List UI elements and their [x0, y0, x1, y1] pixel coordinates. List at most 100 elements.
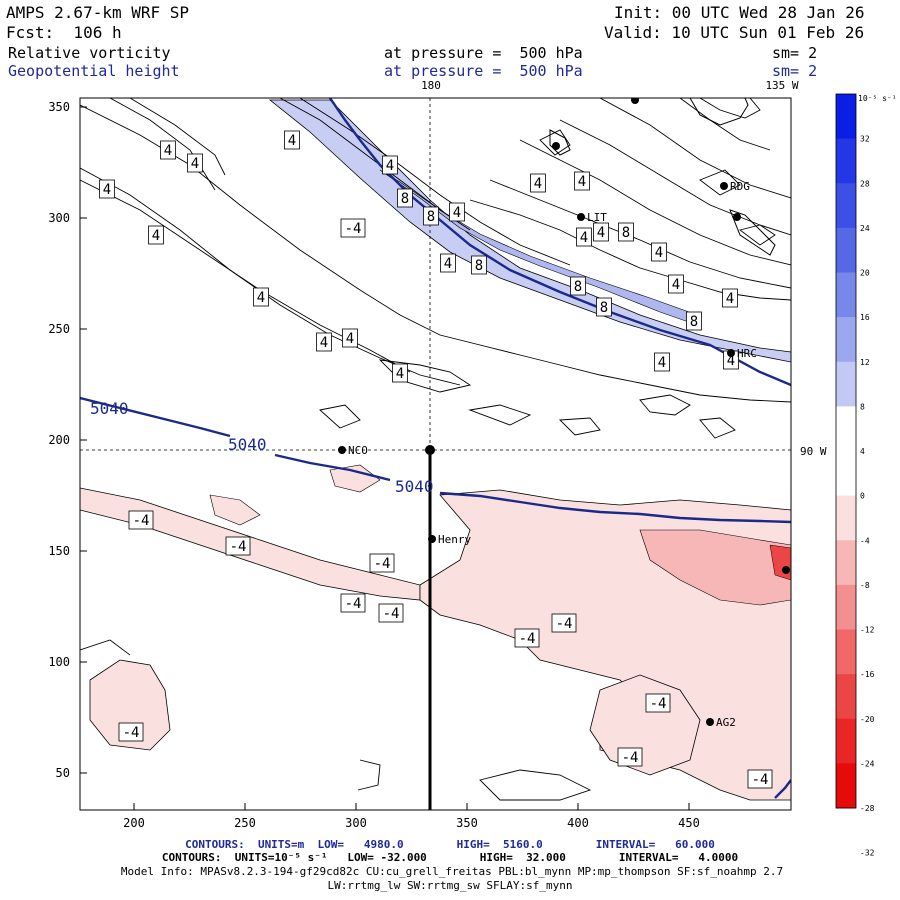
- vorticity-label: -4: [340, 218, 366, 238]
- parallel-90w-label: 90 W: [800, 445, 827, 458]
- vorticity-label: -4: [128, 510, 154, 530]
- colorbar-label: 12: [860, 358, 870, 367]
- vorticity-label: -4: [617, 747, 643, 767]
- vorticity-label-text: 8: [574, 279, 582, 295]
- vorticity-label: 8: [596, 297, 612, 317]
- vorticity-label-text: 4: [578, 174, 586, 190]
- x-tick-label: 250: [234, 816, 256, 830]
- colorbar-segment: [836, 674, 856, 720]
- vorticity-label: 4: [316, 332, 332, 352]
- vorticity-label: 4: [574, 171, 590, 191]
- vorticity-label: 4: [576, 227, 592, 247]
- station-dot: [631, 98, 639, 104]
- y-tick-label: 200: [48, 433, 70, 447]
- station-label: LIT: [587, 211, 607, 224]
- colorbar-segment: [836, 718, 856, 764]
- vorticity-label: 8: [618, 222, 634, 242]
- station-label: AG2: [716, 716, 736, 729]
- colorbar-label: 20: [860, 269, 870, 278]
- vorticity-label: 4: [593, 222, 609, 242]
- colorbar-segment: [836, 361, 856, 407]
- vorticity-label: 4: [284, 130, 300, 150]
- vorticity-label-text: -4: [230, 539, 247, 555]
- colorbar: 32 28 24 20 16 12 8 4 0 -4 -8 -12 -16 -20 -24 -28 -32: [835, 93, 875, 858]
- vorticity-label: -4: [378, 603, 404, 623]
- field1-level: at pressure = 500 hPa: [384, 44, 583, 62]
- vorticity-label-text: -4: [123, 725, 140, 741]
- colorbar-segment: [836, 629, 856, 675]
- colorbar-label: -20: [860, 715, 875, 724]
- colorbar-label: 4: [860, 447, 865, 456]
- vorticity-label: 4: [342, 328, 358, 348]
- vorticity-label-text: 4: [396, 366, 404, 382]
- station-label: NCO: [348, 444, 368, 457]
- vorticity-label-text: 8: [427, 209, 435, 225]
- height-label-center: 5040: [228, 435, 267, 454]
- vorticity-label: 4: [668, 274, 684, 294]
- vorticity-label-text: 4: [103, 182, 111, 198]
- height-contours: [80, 98, 791, 799]
- vorticity-label-text: 4: [191, 156, 199, 172]
- vorticity-label-text: -4: [752, 772, 769, 788]
- vorticity-label: -4: [645, 693, 671, 713]
- station-dot: [706, 718, 714, 726]
- vorticity-label: 8: [471, 255, 487, 275]
- vorticity-label-text: 4: [658, 355, 666, 371]
- vorticity-label: 4: [382, 155, 398, 175]
- model-physics: LW:rrtmg_lw SW:rrtmg_sw SFLAY:sf_mynn: [327, 879, 573, 892]
- station-dot: [552, 142, 560, 150]
- x-tick-label: 450: [678, 816, 700, 830]
- colorbar-label: 32: [860, 135, 870, 144]
- negative-vorticity-blob-se: [589, 674, 701, 776]
- y-tick-label: 250: [48, 322, 70, 336]
- height-label-west: 5040: [90, 399, 129, 418]
- vorticity-label: 8: [686, 311, 702, 331]
- field1-smoothing: sm= 2: [772, 44, 818, 62]
- vorticity-label: -4: [118, 722, 144, 742]
- stations: NCO Henry RDG LIT HRC AG2: [338, 98, 790, 729]
- vorticity-label-text: 4: [164, 143, 172, 159]
- vorticity-label: -4: [340, 593, 366, 613]
- y-tick-label: 100: [48, 655, 70, 669]
- vorticity-label-text: 8: [600, 300, 608, 316]
- colorbar-segment: [836, 495, 856, 541]
- y-tick-label: 50: [56, 766, 70, 780]
- pole-marker: [425, 445, 435, 455]
- vorticity-label: -4: [225, 536, 251, 556]
- vorticity-label-text: -4: [622, 750, 639, 766]
- field2-smoothing: sm= 2: [772, 62, 818, 80]
- colorbar-label: -4: [860, 536, 870, 545]
- vorticity-contour-info: CONTOURS: UNITS=10⁻⁵ s⁻¹ LOW= -32.000 HI…: [161, 851, 739, 864]
- colorbar-label: -32: [860, 849, 875, 858]
- vorticity-label: 4: [160, 140, 176, 160]
- vorticity-label: -4: [514, 628, 540, 648]
- field2-name: Geopotential height: [8, 62, 180, 80]
- vorticity-label-text: 4: [152, 228, 160, 244]
- vorticity-label-text: 4: [534, 176, 542, 192]
- colorbar-units: 10⁻⁵ s⁻¹: [858, 94, 897, 103]
- station-label: Henry: [438, 533, 471, 546]
- vorticity-label: 8: [423, 206, 439, 226]
- x-tick-label: 350: [456, 816, 478, 830]
- vorticity-label-text: 4: [655, 245, 663, 261]
- vorticity-label-text: -4: [345, 596, 362, 612]
- vorticity-label-text: 4: [597, 225, 605, 241]
- colorbar-segment: [836, 227, 856, 273]
- colorbar-label: -12: [860, 626, 875, 635]
- colorbar-label: -16: [860, 670, 875, 679]
- vorticity-label: 4: [392, 363, 408, 383]
- station-dot: [577, 213, 585, 221]
- colorbar-label: 8: [860, 402, 865, 411]
- colorbar-segment: [836, 272, 856, 318]
- vorticity-label-text: 8: [475, 258, 483, 274]
- model-title: AMPS 2.67-km WRF SP: [6, 3, 190, 22]
- vorticity-label: 4: [530, 173, 546, 193]
- vorticity-label: 4: [651, 242, 667, 262]
- vorticity-label-text: -4: [556, 616, 573, 632]
- vorticity-label-text: 8: [401, 191, 409, 207]
- vorticity-label: 4: [99, 179, 115, 199]
- vorticity-label: 4: [148, 225, 164, 245]
- x-tick-label: 400: [567, 816, 589, 830]
